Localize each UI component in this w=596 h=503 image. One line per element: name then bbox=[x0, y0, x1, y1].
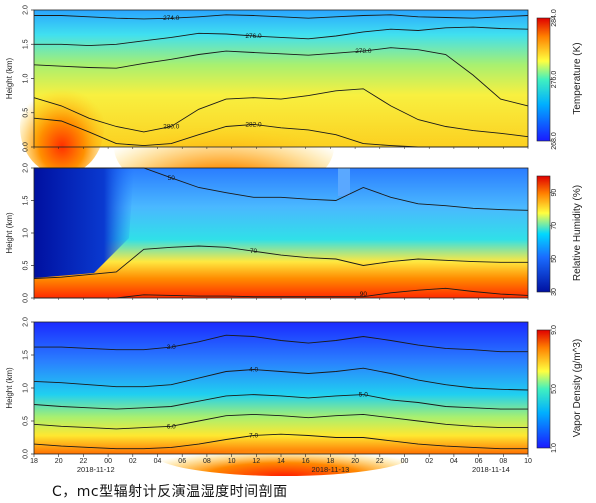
x-tick-label: 00 bbox=[401, 458, 409, 465]
y-tick-label: 1.5 bbox=[23, 39, 30, 49]
colorbar bbox=[536, 329, 551, 449]
y-tick-label: 1.5 bbox=[23, 350, 30, 360]
y-tick-label: 2.0 bbox=[23, 5, 30, 15]
colorbar bbox=[536, 175, 551, 293]
colorbar-title: Vapor Density (g/m^3) bbox=[572, 339, 583, 437]
x-tick-label: 02 bbox=[129, 458, 137, 465]
contour-line bbox=[33, 394, 528, 410]
colorbar-tick-label: 50 bbox=[551, 255, 558, 263]
colorbar-title: Relative Humidity (%) bbox=[572, 185, 583, 281]
colorbar-tick-label: 9.0 bbox=[551, 325, 558, 335]
contour-line bbox=[33, 245, 528, 279]
y-tick-label: 0.5 bbox=[23, 416, 30, 426]
y-tick-label: 1.5 bbox=[23, 196, 30, 206]
y-tick-label: 0.5 bbox=[23, 261, 30, 271]
y-tick-label: 1.0 bbox=[23, 228, 30, 238]
x-tick-label: 06 bbox=[475, 458, 483, 465]
contour-line bbox=[33, 47, 529, 107]
x-tick-label: 06 bbox=[178, 458, 186, 465]
colorbar-tick-label: 284.0 bbox=[551, 9, 558, 27]
x-tick-label: 18 bbox=[327, 458, 335, 465]
x-tick-label: 22 bbox=[80, 458, 88, 465]
date-label: 2018-11-13 bbox=[311, 465, 349, 474]
contour-line bbox=[33, 433, 528, 450]
contour-label: 3.0 bbox=[167, 344, 176, 351]
contour-label: 6.0 bbox=[167, 423, 176, 430]
y-axis-title: Height (km) bbox=[5, 367, 14, 409]
dry-region bbox=[34, 168, 134, 278]
x-tick-label: 10 bbox=[524, 458, 532, 465]
y-tick-label: 0.0 bbox=[23, 449, 30, 459]
contour-label: 7.0 bbox=[249, 433, 258, 440]
colorbar bbox=[536, 17, 551, 142]
colorbar-tick-label: 5.0 bbox=[551, 384, 558, 394]
y-tick-label: 1.0 bbox=[23, 383, 30, 393]
y-tick-label: 2.0 bbox=[23, 317, 30, 327]
colorbar-tick-label: 90 bbox=[551, 189, 558, 197]
y-tick-label: 0.5 bbox=[23, 108, 30, 118]
contour-line bbox=[34, 26, 529, 47]
y-tick-label: 0.0 bbox=[23, 142, 30, 152]
x-tick-label: 22 bbox=[376, 458, 384, 465]
contour-label: 90 bbox=[360, 291, 368, 298]
contour-label: 4.0 bbox=[249, 367, 258, 374]
colorbar-tick-label: 268.0 bbox=[551, 132, 558, 150]
contour-line bbox=[33, 413, 528, 430]
warm-core-left bbox=[20, 79, 104, 175]
colorbar-tick-label: 1.0 bbox=[551, 443, 558, 453]
y-tick-label: 2.0 bbox=[23, 163, 30, 173]
x-tick-label: 10 bbox=[228, 458, 236, 465]
x-tick-label: 02 bbox=[425, 458, 433, 465]
x-tick-label: 20 bbox=[351, 458, 359, 465]
contour-line bbox=[34, 334, 528, 353]
colorbar-tick-label: 70 bbox=[551, 222, 558, 230]
contour-line bbox=[33, 88, 529, 138]
y-tick-label: 1.0 bbox=[23, 74, 30, 84]
contour-label: 274.0 bbox=[163, 15, 180, 22]
colorbar-tick-label: 30 bbox=[551, 288, 558, 296]
contour-label: 276.0 bbox=[245, 33, 262, 40]
contour-label: 5.0 bbox=[359, 392, 368, 399]
x-tick-label: 04 bbox=[450, 458, 458, 465]
contour-label: 278.0 bbox=[355, 48, 372, 55]
contour-line bbox=[34, 14, 529, 20]
x-tick-label: 16 bbox=[302, 458, 310, 465]
y-axis-title: Height (km) bbox=[5, 212, 14, 254]
y-axis-title: Height (km) bbox=[5, 57, 14, 99]
moist-column bbox=[338, 168, 350, 196]
x-tick-label: 08 bbox=[499, 458, 507, 465]
y-tick-label: 0.0 bbox=[23, 293, 30, 303]
x-tick-label: 18 bbox=[30, 458, 38, 465]
colorbar-tick-label: 276.0 bbox=[551, 71, 558, 89]
contour-label: 280.0 bbox=[163, 123, 180, 130]
contour-line bbox=[33, 367, 529, 391]
contour-label: 70 bbox=[250, 248, 258, 255]
colorbar-title: Temperature (K) bbox=[572, 42, 583, 114]
contour-label: 50 bbox=[168, 175, 176, 182]
x-tick-label: 04 bbox=[154, 458, 162, 465]
x-tick-label: 08 bbox=[203, 458, 211, 465]
x-tick-label: 14 bbox=[277, 458, 285, 465]
x-tick-label: 12 bbox=[252, 458, 260, 465]
date-label: 2018-11-12 bbox=[77, 465, 115, 474]
figure-caption: C，mc型辐射计反演温湿度时间剖面 bbox=[52, 484, 288, 500]
x-tick-label: 00 bbox=[104, 458, 112, 465]
date-label: 2018-11-14 bbox=[472, 465, 510, 474]
contour-label: 282.0 bbox=[245, 121, 262, 128]
x-tick-label: 20 bbox=[55, 458, 63, 465]
panel-2: 50 70 90 0.0 0.5 1.0 1.5 2.0 Height (km) 90 70 50 30… bbox=[5, 163, 583, 303]
field-background bbox=[34, 322, 528, 454]
panel-3: 3.0 4.0 5.0 6.0 7.0 0.0 0.5 1.0 1.5 2.0 Height (km… bbox=[5, 317, 583, 476]
